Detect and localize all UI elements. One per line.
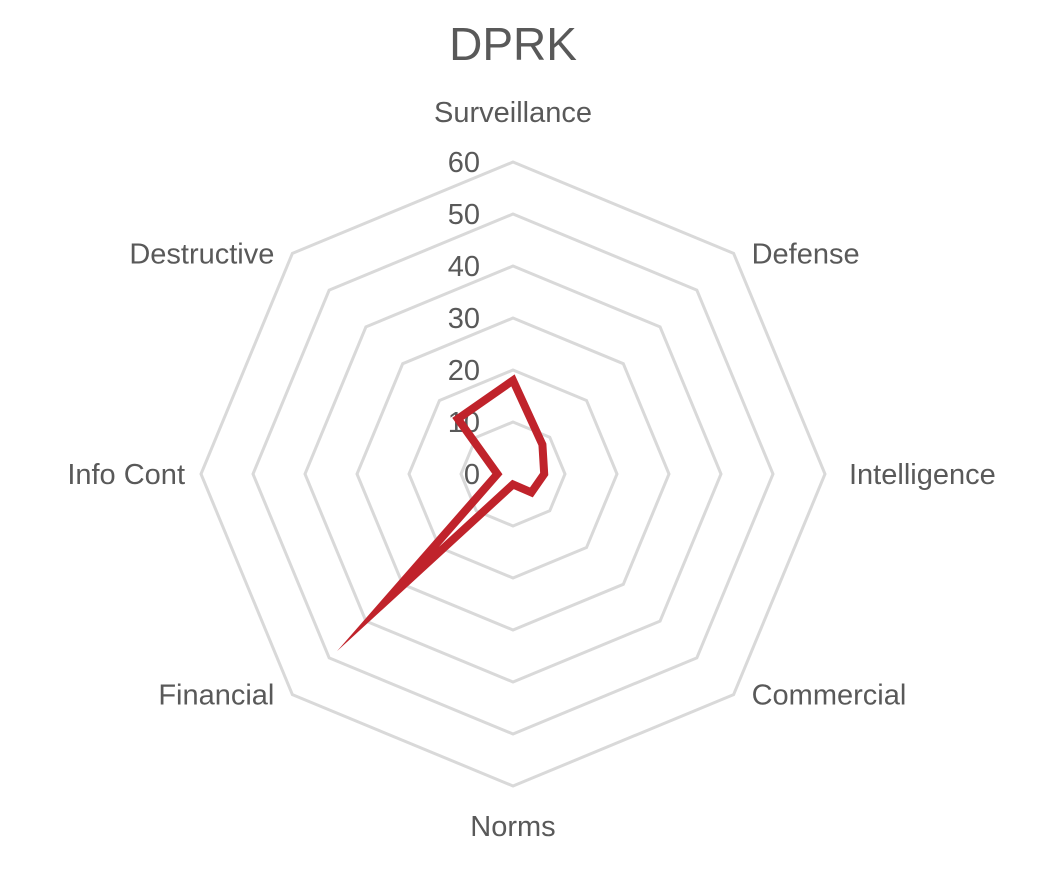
tick-label: 50 (448, 199, 480, 231)
tick-label: 0 (464, 459, 480, 491)
grid-ring (407, 368, 619, 580)
grid-ring (199, 160, 827, 788)
grid-ring (355, 316, 671, 632)
grid-ring (303, 264, 723, 684)
tick-label: 40 (448, 251, 480, 283)
category-label-financial: Financial (158, 680, 274, 712)
category-label-info-cont: Info Cont (67, 459, 185, 491)
tick-label: 60 (448, 147, 480, 179)
category-label-destructive: Destructive (129, 238, 274, 270)
category-label-intelligence: Intelligence (849, 459, 996, 491)
grid (199, 160, 827, 788)
series-line-0 (337, 374, 549, 652)
tick-label: 20 (448, 355, 480, 387)
chart-title: DPRK (449, 18, 577, 70)
category-label-defense: Defense (752, 238, 860, 270)
category-label-norms: Norms (470, 811, 555, 843)
series-layer (337, 374, 549, 652)
category-labels: Surveillance Defense Intelligence Commercia… (67, 97, 995, 843)
grid-ring (459, 420, 567, 528)
category-label-surveillance: Surveillance (434, 97, 592, 129)
tick-label: 30 (448, 303, 480, 335)
category-label-commercial: Commercial (752, 680, 907, 712)
grid-ring (251, 212, 775, 736)
